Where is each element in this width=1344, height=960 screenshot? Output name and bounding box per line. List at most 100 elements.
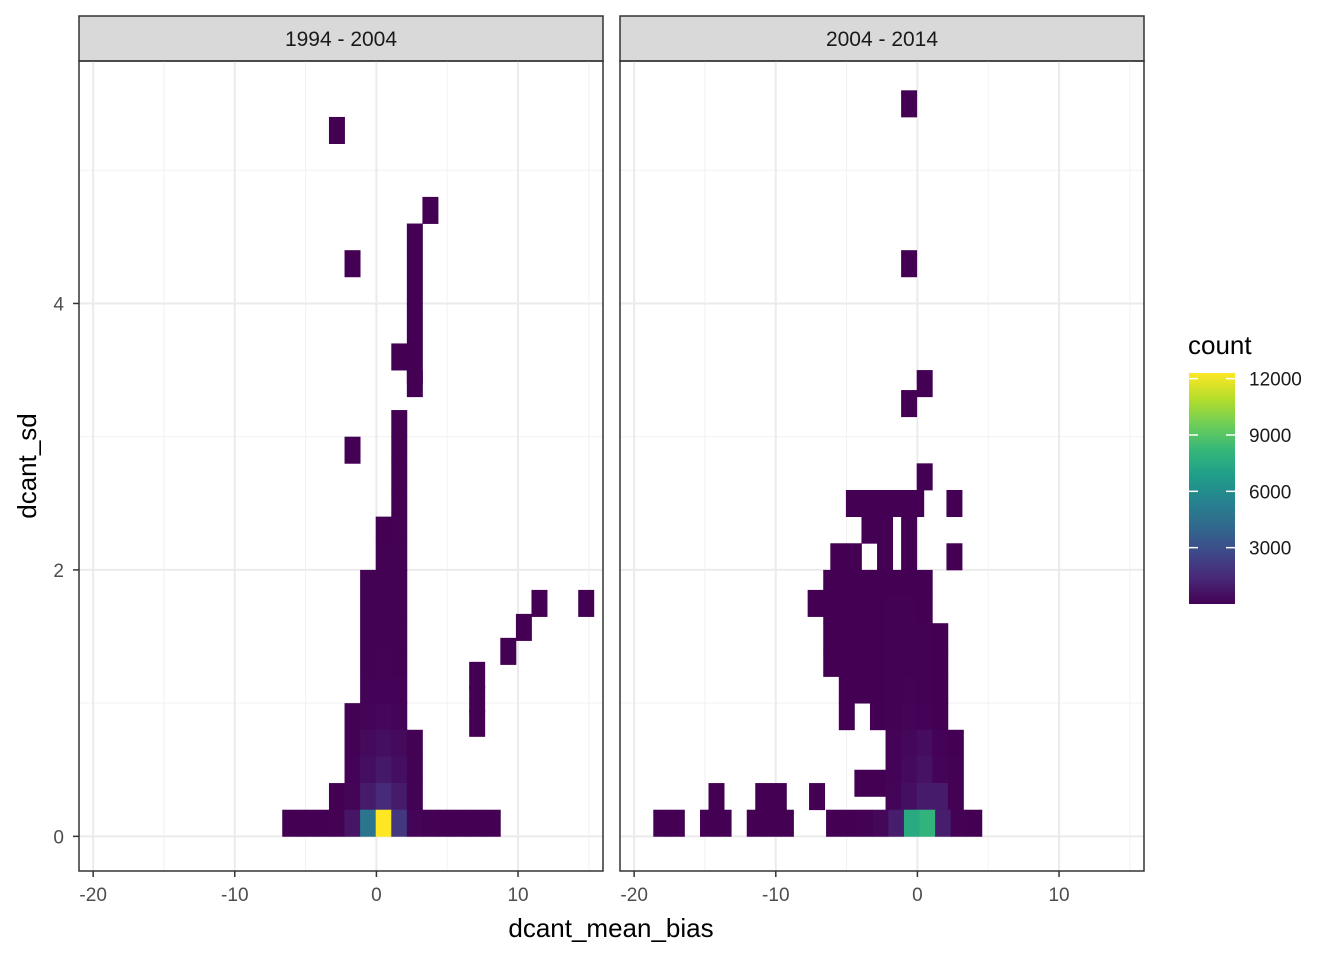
heatmap-tile: [885, 703, 902, 731]
y-tick-label: 0: [53, 827, 64, 848]
x-tick-label: 0: [912, 885, 923, 906]
heatmap-tile: [845, 543, 862, 571]
heatmap-tile: [469, 661, 486, 689]
heatmap-tile: [947, 783, 964, 811]
heatmap-tile: [892, 489, 909, 518]
heatmap-tile: [770, 783, 787, 811]
heatmap-tile: [391, 703, 408, 731]
heatmap-tile: [297, 809, 314, 837]
x-axis-title: dcant_mean_bias: [508, 913, 713, 943]
heatmap-tile: [375, 569, 392, 597]
heatmap-tile: [375, 783, 392, 811]
x-tick-label: 0: [371, 885, 382, 906]
heatmap-tile: [932, 703, 949, 731]
y-tick-label: 2: [53, 561, 64, 582]
heatmap-tile: [838, 596, 855, 624]
x-tick-label: -10: [221, 885, 248, 906]
facet-panel-1: 1994 - 2004 -20 -10 0 10: [78, 15, 604, 906]
heatmap-tile: [885, 569, 902, 597]
heatmap-tile: [854, 649, 871, 677]
x-axis-panel-1: -20 -10 0 10: [79, 871, 529, 906]
heatmap-tile: [854, 623, 871, 651]
heatmap-tile: [901, 756, 918, 784]
heatmap-tile: [908, 489, 925, 518]
heatmap-tile: [391, 729, 408, 757]
gridlines-panel-1: [79, 61, 603, 871]
heatmap-tile: [885, 729, 902, 757]
heatmap-tile: [375, 596, 392, 624]
heatmap-tile: [861, 489, 878, 518]
heatmap-tile: [901, 90, 918, 118]
heatmap-tile: [901, 596, 918, 624]
heatmap-tile: [854, 769, 871, 797]
heatmap-tile: [360, 649, 377, 677]
heatmap-tile: [932, 623, 949, 651]
heatmap-tile: [469, 685, 486, 713]
heatmap-tile: [901, 676, 918, 704]
heatmap-tile: [869, 596, 886, 624]
heatmap-tile: [453, 809, 470, 837]
heatmap-tile: [901, 623, 918, 651]
heatmap-tile: [668, 809, 685, 837]
heatmap-tile: [375, 623, 392, 651]
heatmap-tile: [885, 676, 902, 704]
heatmap-tile: [823, 623, 840, 651]
heatmap-tile: [328, 809, 345, 837]
heatmap-tile: [916, 569, 933, 597]
y-axis-title: dcant_sd: [12, 413, 42, 519]
heatmap-tile: [809, 783, 826, 811]
heatmap-tile: [406, 330, 423, 358]
heatmap-tile: [823, 649, 840, 677]
heatmap-tile: [838, 649, 855, 677]
heatmap-tile: [885, 783, 902, 811]
heatmap-tile: [391, 649, 408, 677]
heatmap-tile: [391, 676, 408, 704]
facet-strip-1: [78, 15, 604, 62]
x-tick-label: -20: [620, 885, 647, 906]
heatmap-tile: [872, 809, 889, 837]
heatmap-tile: [877, 489, 894, 518]
heatmap-tile: [830, 543, 847, 571]
heatmap-tile: [947, 756, 964, 784]
heatmap-tile: [966, 809, 983, 837]
heatmap-tile: [391, 756, 408, 784]
legend-break-label: 3000: [1249, 539, 1291, 560]
heatmap-tile: [901, 250, 918, 278]
heatmap-tile: [916, 756, 933, 784]
facet-strip-label-1: 1994 - 2004: [285, 28, 397, 51]
heatmap-tile: [777, 809, 794, 837]
x-axis-panel-2: -20 -10 0 10: [620, 871, 1070, 906]
tiles-panel-1: [282, 116, 595, 837]
heatmap-tile: [375, 703, 392, 731]
heatmap-tile: [406, 370, 423, 398]
heatmap-tile: [838, 623, 855, 651]
heatmap-tile: [406, 223, 423, 251]
heatmap-tile: [885, 596, 902, 624]
heatmap-tile: [861, 516, 878, 544]
heatmap-tile: [746, 809, 763, 837]
heatmap-tile: [344, 729, 361, 757]
heatmap-tile: [901, 703, 918, 731]
heatmap-tile: [935, 809, 952, 837]
heatmap-tile: [838, 569, 855, 597]
heatmap-tile: [438, 809, 454, 837]
heatmap-tile: [391, 809, 408, 837]
heatmap-tile: [885, 756, 902, 784]
heatmap-tile: [901, 569, 918, 597]
y-axis: 0 2 4: [53, 294, 79, 848]
heatmap-tile: [946, 543, 963, 571]
heatmap-tile: [391, 436, 408, 464]
heatmap-tile: [406, 250, 423, 278]
heatmap-tile: [916, 783, 933, 811]
heatmap-tile: [282, 809, 299, 837]
heatmap-tile: [391, 463, 408, 491]
heatmap-tile: [469, 709, 486, 737]
heatmap-tile: [344, 783, 361, 811]
heatmap-tile: [947, 729, 964, 757]
heatmap-tile: [715, 809, 732, 837]
heatmap-tile: [946, 489, 963, 518]
heatmap-tile: [823, 596, 840, 624]
legend-break-label: 12000: [1249, 370, 1302, 391]
heatmap-tile: [932, 676, 949, 704]
heatmap-tile: [869, 769, 886, 797]
